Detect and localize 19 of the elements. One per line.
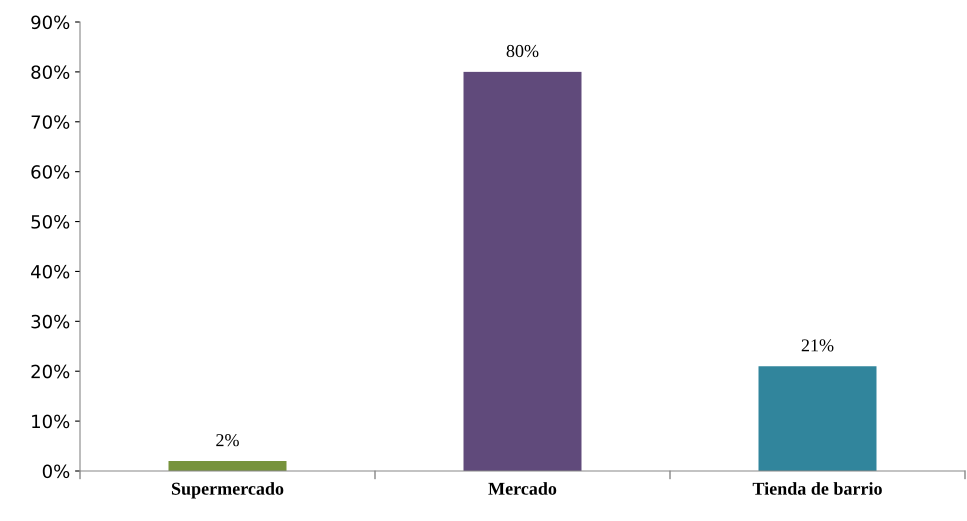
x-tick-label: Supermercado xyxy=(172,482,284,498)
y-tick-label: 30% xyxy=(32,314,70,328)
bar xyxy=(464,72,582,471)
x-tick-label: Mercado xyxy=(488,482,556,495)
data-label: 2% xyxy=(216,434,239,446)
y-tick-label: 70% xyxy=(32,115,70,129)
data-label: 21% xyxy=(802,339,834,352)
y-tick-label: 10% xyxy=(32,414,70,428)
y-tick-label: 20% xyxy=(31,364,70,378)
y-tick-label: 60% xyxy=(31,165,70,179)
bar xyxy=(168,461,286,471)
bar xyxy=(758,366,876,471)
data-label: 80% xyxy=(506,44,538,58)
y-tick-label: 50% xyxy=(32,215,70,229)
x-tick-label: Tienda de barrio xyxy=(752,482,882,495)
y-tick-label: 90% xyxy=(31,15,70,30)
y-tick-label: 0% xyxy=(42,464,70,478)
y-tick-label: 80% xyxy=(31,65,70,80)
y-tick-label: 40% xyxy=(31,264,70,279)
